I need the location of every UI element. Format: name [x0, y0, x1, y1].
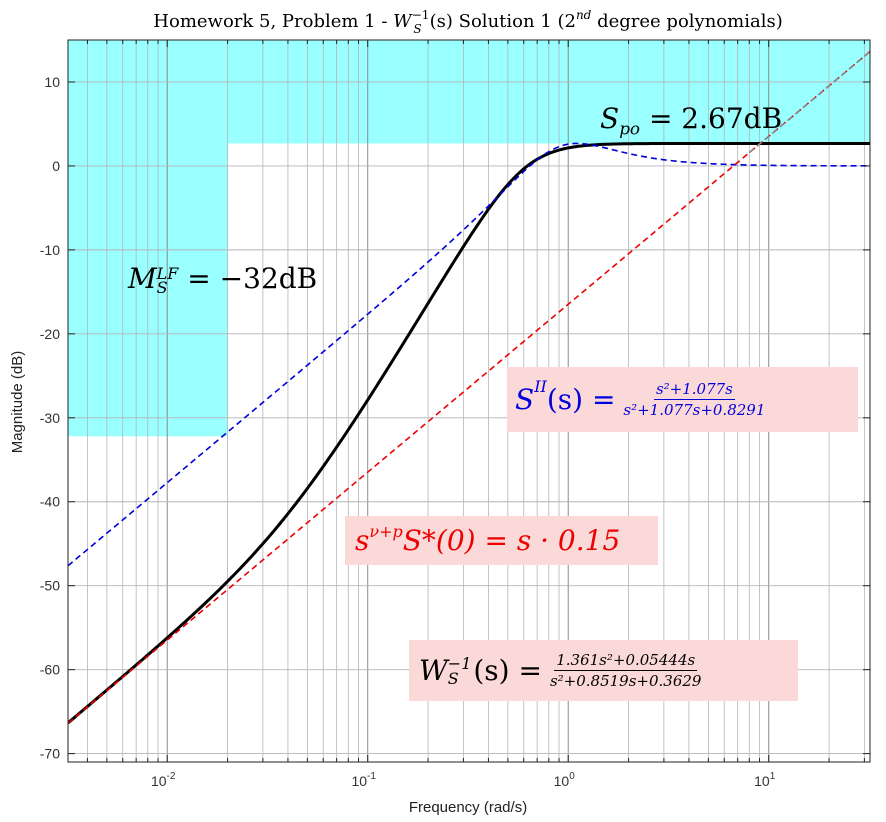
x-tick-label: 10-2	[151, 771, 176, 789]
y-tick-label: -40	[40, 494, 60, 510]
annotation-sii: S II (s) = s²+1.077s s²+1.077s+0.8291	[507, 367, 858, 432]
y-tick-label: 0	[52, 158, 60, 174]
annotation-snu: s ν+p S*(0) = s · 0.15	[345, 516, 658, 565]
y-tick-label: -50	[40, 578, 60, 594]
x-tick-label: 100	[554, 771, 576, 789]
series-asymptote-extension	[748, 50, 870, 154]
series-S_II	[68, 142, 870, 567]
series-WS_inv	[68, 141, 870, 725]
chart-title: Homework 5, Problem 1 - W−1 S (s) Solution…	[153, 8, 782, 36]
y-tick-labels: 10 0 -10 -20 -30 -40 -50 -60 -70	[40, 74, 60, 762]
annotation-ws: W −1 S (s) = 1.361s²+0.05444s s²+0.8519s+0.3…	[409, 640, 798, 701]
series-asymptote	[68, 50, 870, 724]
annotation-mlf: M LF S = −32dB	[128, 262, 318, 297]
y-tick-label: -60	[40, 662, 60, 678]
x-tick-labels: 10-2 10-1 100 101	[151, 771, 776, 789]
x-tick-label: 10-1	[351, 771, 376, 789]
y-tick-label: -10	[40, 242, 60, 258]
x-tick-label: 101	[754, 771, 776, 789]
y-tick-label: -70	[40, 746, 60, 762]
y-axis-label: Magnitude (dB)	[9, 351, 26, 454]
y-tick-label: -30	[40, 410, 60, 426]
annotation-spo: Spo = 2.67dB	[600, 102, 783, 139]
x-axis-label: Frequency (rad/s)	[409, 799, 527, 816]
y-tick-label: 10	[44, 74, 60, 90]
curves	[68, 50, 870, 725]
axis-ticks	[68, 40, 870, 762]
y-tick-label: -20	[40, 326, 60, 342]
plot-frame	[67, 39, 871, 763]
